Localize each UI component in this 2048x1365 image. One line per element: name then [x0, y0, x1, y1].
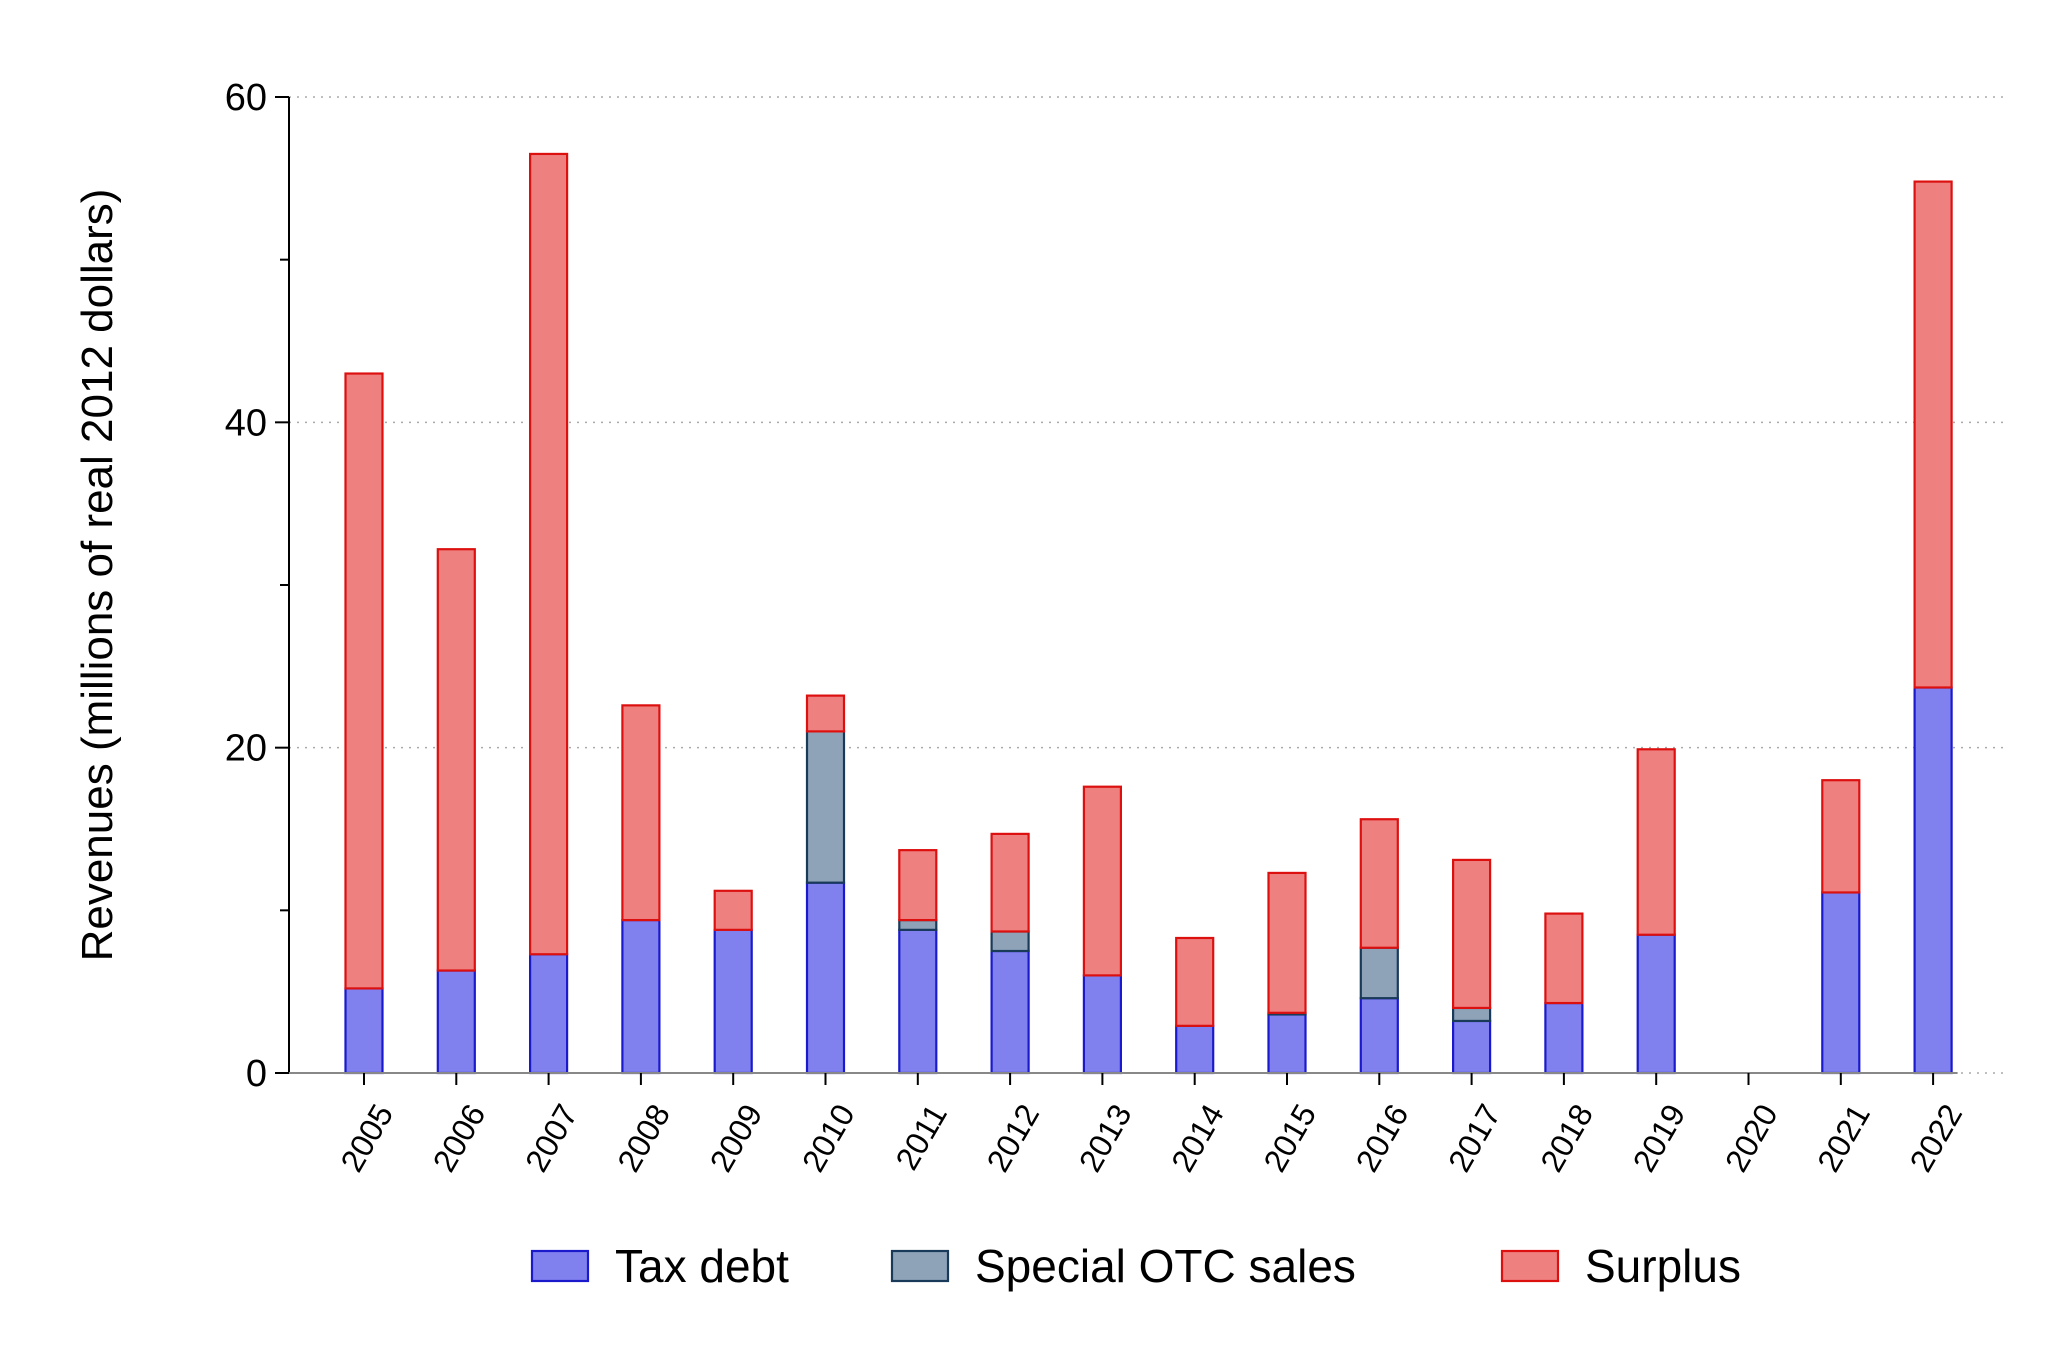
- y-tick-label: 60: [225, 77, 267, 119]
- bar-segment: [1451, 858, 1492, 1010]
- y-axis-title: Revenues (millions of real 2012 dollars): [73, 189, 122, 962]
- bar-segment: [713, 928, 753, 1075]
- bar-segment: [1267, 1013, 1307, 1075]
- bar-segment: [528, 152, 569, 956]
- bar-segment: [621, 704, 661, 922]
- bar-segment: [805, 730, 846, 884]
- bar-segment: [1544, 912, 1584, 1005]
- bar-segment: [805, 694, 846, 733]
- bar-segment: [1636, 748, 1676, 936]
- bar-segment: [898, 928, 938, 1075]
- bar-segment: [1451, 1019, 1492, 1075]
- bar-segment: [1359, 946, 1399, 1000]
- bar-segment: [1359, 997, 1399, 1075]
- legend: Tax debt Special OTC sales Surplus: [530, 1240, 1741, 1292]
- bar-segment: [1175, 936, 1215, 1027]
- bar-segment: [898, 849, 938, 922]
- bar-segment: [344, 987, 384, 1075]
- bar-segment: [713, 889, 753, 931]
- bar-segment: [1082, 974, 1123, 1075]
- bar-segment: [1913, 180, 1953, 689]
- bar-segment: [1082, 785, 1123, 977]
- bar-segment: [1821, 779, 1861, 894]
- y-tick-label: 40: [225, 402, 267, 444]
- bar-segment: [1359, 818, 1399, 949]
- bar-segment: [1913, 686, 1953, 1075]
- bar-segment: [898, 918, 938, 931]
- bar-segment: [1175, 1024, 1215, 1075]
- bar-segment: [805, 881, 846, 1075]
- bar-segment: [436, 969, 476, 1075]
- legend-label: Special OTC sales: [975, 1240, 1356, 1292]
- bar-segment: [990, 949, 1030, 1075]
- bar-segment: [528, 953, 569, 1075]
- bar-segment: [1821, 891, 1861, 1075]
- legend-label: Surplus: [1585, 1240, 1741, 1292]
- bar-segment: [436, 548, 476, 972]
- y-ticks: 0 20 40 60: [225, 77, 289, 1095]
- bars: [344, 152, 1953, 1075]
- bar-segment: [1544, 1001, 1584, 1075]
- legend-label: Tax debt: [615, 1240, 789, 1292]
- legend-swatch: [1500, 1249, 1560, 1283]
- bar-segment: [1451, 1006, 1492, 1023]
- y-tick-label: 0: [246, 1053, 267, 1095]
- y-tick-label: 20: [225, 728, 267, 770]
- bar-segment: [990, 930, 1030, 953]
- legend-swatch: [890, 1249, 950, 1283]
- bar-segment: [1267, 871, 1307, 1014]
- bar-segment: [621, 918, 661, 1075]
- bar-segment: [344, 372, 384, 990]
- bar-segment: [1636, 933, 1676, 1075]
- bar-segment: [990, 832, 1030, 933]
- legend-swatch: [530, 1249, 590, 1283]
